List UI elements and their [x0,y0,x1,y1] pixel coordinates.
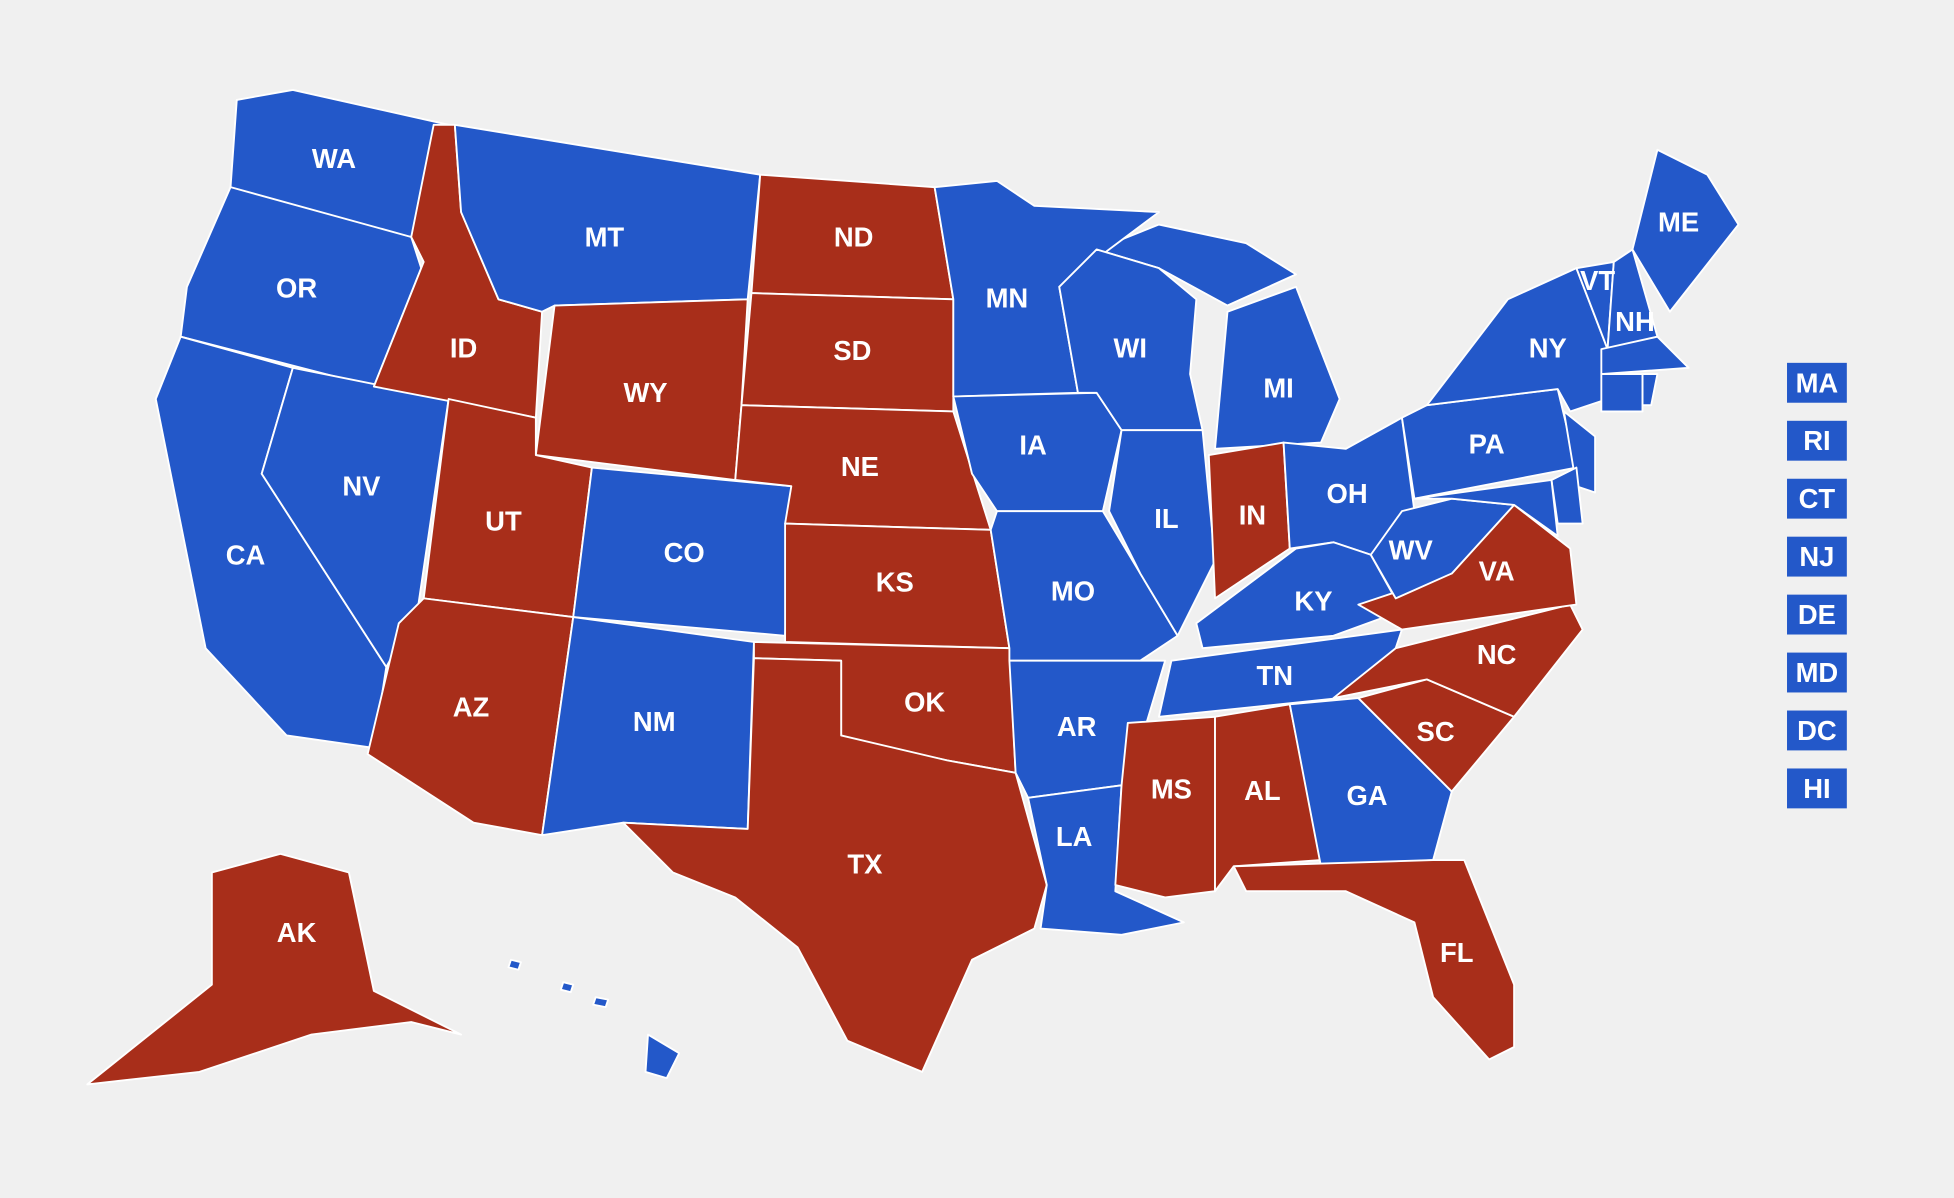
state-shape[interactable] [86,852,463,1086]
state-box-label: MA [1796,367,1839,398]
state-label: MI [1263,372,1293,403]
island [559,981,575,994]
state-label: WV [1389,534,1434,565]
state-label: MS [1151,774,1192,805]
state-label: CO [664,537,705,568]
state-label: KY [1294,585,1332,616]
island [592,996,610,1009]
state-shape[interactable] [1563,410,1597,494]
state-label: MT [585,221,625,252]
state-label: CA [226,539,266,570]
state-shape[interactable] [1232,859,1516,1061]
state-label: WI [1114,332,1147,363]
state-box-label: MD [1796,657,1839,688]
state-box[interactable] [1787,710,1847,751]
state-box[interactable] [1787,362,1847,403]
state-label: TN [1257,660,1294,691]
island [507,958,522,971]
state-label: AK [277,917,317,948]
state-label: AZ [453,691,490,722]
state-box-label: RI [1803,425,1830,456]
state-shape[interactable] [1214,285,1341,450]
state-label: IN [1239,499,1266,530]
state-shape[interactable] [1058,248,1204,432]
state-label: VT [1580,265,1615,296]
state-label: SC [1417,716,1455,747]
state-shape[interactable] [622,657,1048,1073]
state-label: WA [312,143,356,174]
state-label: ID [450,332,477,363]
state-label: NV [342,471,381,502]
state-label: ND [834,221,874,252]
state-label: MN [986,283,1029,314]
state-box[interactable] [1787,478,1847,519]
state-label: AL [1244,775,1281,806]
state-label: IA [1019,430,1047,461]
state-shape[interactable] [1631,148,1740,313]
state-shape[interactable] [1114,715,1216,899]
state-label: MO [1051,575,1095,606]
state-label: NH [1615,306,1655,337]
state-shape[interactable] [1413,479,1559,538]
state-label: OK [904,686,945,717]
state-label: VA [1479,555,1515,586]
state-box[interactable] [1787,420,1847,461]
state-label: NY [1529,332,1567,363]
state-box-label: HI [1803,773,1830,804]
state-label: GA [1346,780,1387,811]
state-label: NM [633,706,676,737]
state-shape[interactable] [1214,703,1322,893]
state-box-label: DC [1797,715,1837,746]
state-label: TX [847,848,883,879]
state-shape[interactable] [1600,373,1644,413]
state-box-label: CT [1799,483,1836,514]
state-label: SD [833,335,871,366]
state-label: IL [1154,503,1178,534]
state-shape[interactable] [1641,373,1659,407]
state-box[interactable] [1787,594,1847,635]
state-label: FL [1440,937,1473,968]
state-box[interactable] [1787,652,1847,693]
state-label: NE [841,451,879,482]
state-shape[interactable] [1288,697,1453,868]
state-shape[interactable] [453,123,762,313]
state-label: LA [1056,821,1093,852]
state-label: AR [1057,711,1097,742]
state-label: OR [276,273,317,304]
state-box-label: DE [1798,599,1836,630]
state-shape[interactable] [1600,335,1690,376]
state-shape[interactable] [1332,603,1584,718]
state-box-label: NJ [1799,541,1834,572]
state-label: UT [485,506,522,537]
state-label: ME [1658,207,1699,238]
state-shape[interactable] [644,1033,681,1080]
state-shape[interactable] [1108,429,1216,637]
state-label: KS [876,567,914,598]
state-box[interactable] [1787,768,1847,809]
state-label: PA [1469,428,1505,459]
state-label: WY [623,377,667,408]
state-label: NC [1477,639,1517,670]
state-box[interactable] [1787,536,1847,577]
state-label: OH [1327,478,1368,509]
